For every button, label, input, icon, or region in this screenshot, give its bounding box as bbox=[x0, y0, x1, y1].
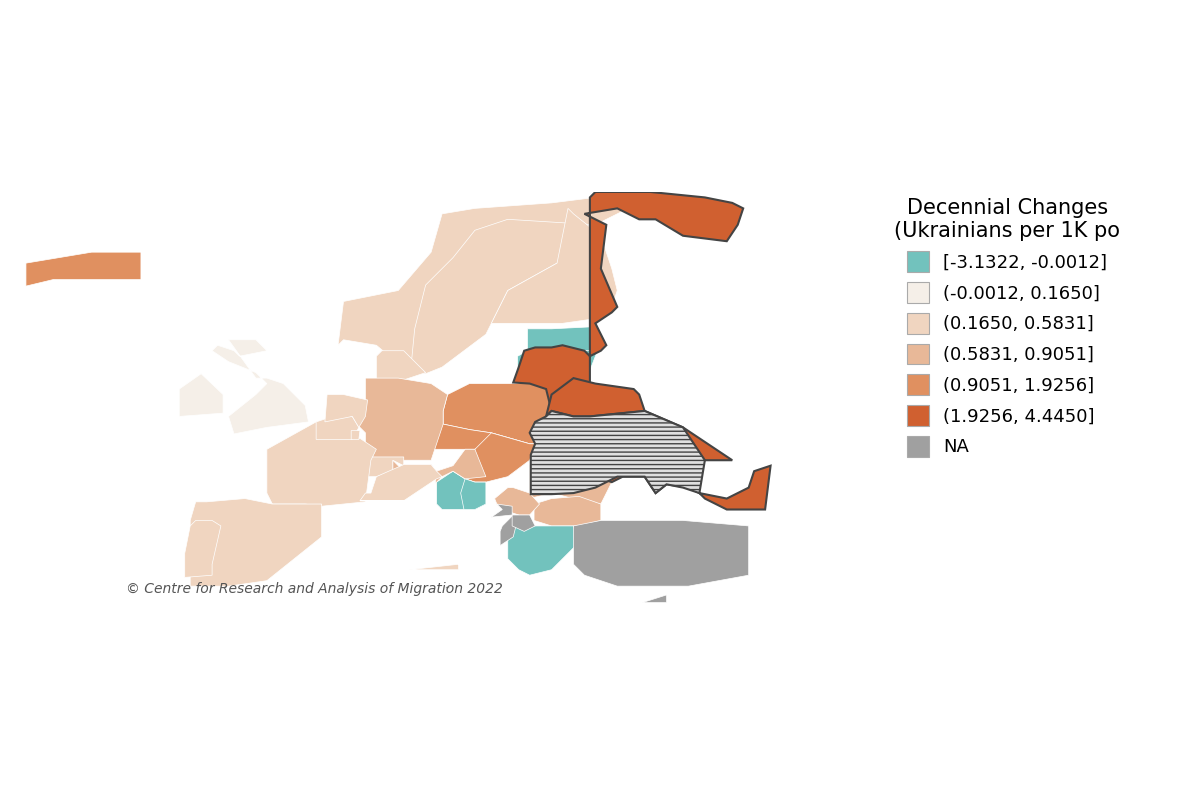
Polygon shape bbox=[642, 595, 666, 602]
Polygon shape bbox=[528, 326, 598, 350]
Legend: [-3.1322, -0.0012], (-0.0012, 0.1650], (0.1650, 0.5831], (0.5831, 0.9051], (0.90: [-3.1322, -0.0012], (-0.0012, 0.1650], (… bbox=[889, 193, 1126, 462]
Polygon shape bbox=[491, 504, 512, 517]
Polygon shape bbox=[436, 466, 466, 483]
Polygon shape bbox=[266, 422, 377, 506]
Polygon shape bbox=[392, 450, 486, 479]
Polygon shape bbox=[500, 515, 518, 546]
Polygon shape bbox=[360, 465, 458, 570]
Polygon shape bbox=[316, 417, 359, 439]
Polygon shape bbox=[534, 496, 601, 526]
Polygon shape bbox=[185, 521, 221, 578]
Polygon shape bbox=[580, 450, 619, 488]
Polygon shape bbox=[494, 488, 540, 515]
Polygon shape bbox=[529, 450, 619, 504]
Polygon shape bbox=[338, 198, 629, 374]
Polygon shape bbox=[354, 378, 448, 460]
Polygon shape bbox=[443, 383, 552, 444]
Polygon shape bbox=[325, 394, 367, 427]
Polygon shape bbox=[353, 457, 403, 477]
Polygon shape bbox=[518, 350, 582, 394]
Polygon shape bbox=[26, 252, 140, 286]
Polygon shape bbox=[212, 340, 308, 434]
Polygon shape bbox=[546, 378, 644, 417]
Text: © Centre for Research and Analysis of Migration 2022: © Centre for Research and Analysis of Mi… bbox=[126, 582, 503, 595]
Polygon shape bbox=[466, 433, 535, 482]
Polygon shape bbox=[179, 374, 223, 417]
Polygon shape bbox=[191, 498, 322, 586]
Polygon shape bbox=[410, 219, 595, 374]
Polygon shape bbox=[352, 430, 360, 439]
Polygon shape bbox=[512, 515, 535, 531]
Polygon shape bbox=[514, 192, 770, 510]
Polygon shape bbox=[377, 350, 426, 383]
Polygon shape bbox=[437, 471, 486, 510]
Polygon shape bbox=[491, 208, 617, 323]
Polygon shape bbox=[508, 526, 578, 575]
Polygon shape bbox=[461, 479, 486, 510]
Polygon shape bbox=[475, 433, 535, 477]
Polygon shape bbox=[426, 424, 491, 450]
Polygon shape bbox=[574, 521, 749, 586]
Polygon shape bbox=[529, 411, 704, 494]
Polygon shape bbox=[517, 350, 598, 370]
Polygon shape bbox=[445, 586, 449, 588]
